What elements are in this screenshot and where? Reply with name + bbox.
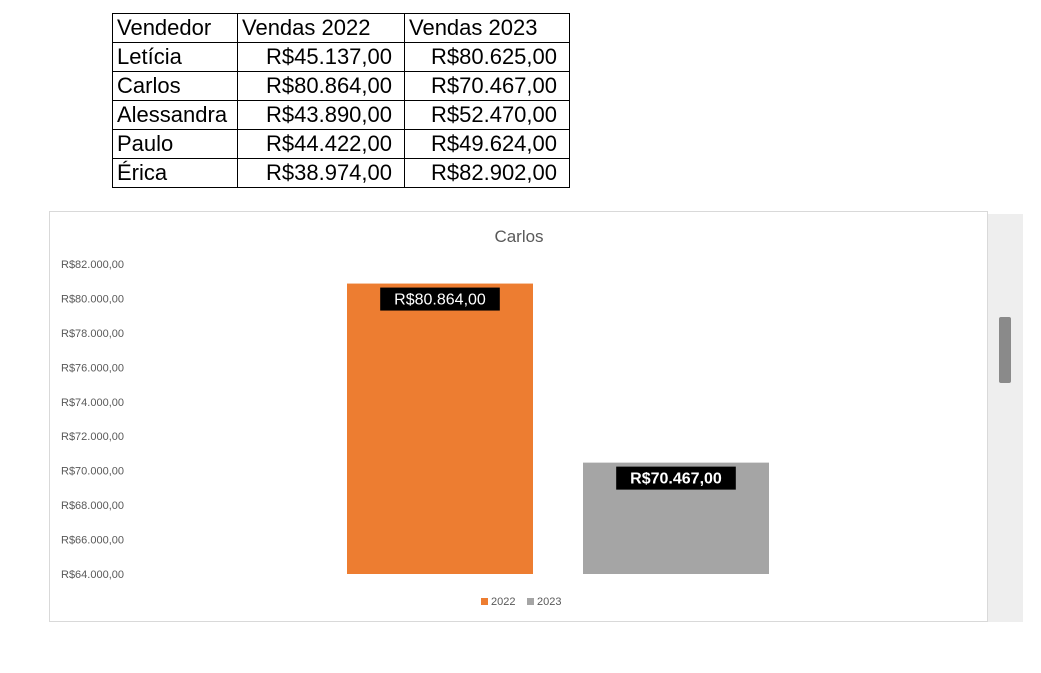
cell-vendas-2022[interactable]: R$80.864,00: [237, 71, 405, 101]
legend-swatch: [527, 598, 534, 605]
table-row: Alessandra R$43.890,00 R$52.470,00: [112, 100, 570, 130]
table-header-row: Vendedor Vendas 2022 Vendas 2023: [112, 13, 570, 43]
y-tick-label: R$82.000,00: [61, 259, 124, 271]
data-label-box: [616, 466, 736, 490]
cell-vendas-2022[interactable]: R$45.137,00: [237, 42, 405, 72]
vertical-scrollbar[interactable]: [988, 214, 1023, 622]
cell-vendas-2023[interactable]: R$80.625,00: [404, 42, 570, 72]
chart-area[interactable]: Carlos R$82.000,00 R$80.000,00 R$78.000,00…: [49, 211, 988, 622]
y-tick-label: R$78.000,00: [61, 328, 124, 340]
header-vendas-2022[interactable]: Vendas 2022: [237, 13, 405, 43]
y-tick-label: R$70.000,00: [61, 466, 124, 478]
table-row: Carlos R$80.864,00 R$70.467,00: [112, 71, 570, 101]
cell-vendedor[interactable]: Alessandra: [112, 100, 238, 130]
bars-group: [347, 283, 769, 574]
cell-vendas-2023[interactable]: R$52.470,00: [404, 100, 570, 130]
data-label: R$80.864,00: [394, 292, 486, 309]
cell-vendas-2022[interactable]: R$43.890,00: [237, 100, 405, 130]
legend-entry[interactable]: 2022: [491, 596, 515, 608]
cell-vendas-2023[interactable]: R$82.902,00: [404, 158, 570, 188]
cell-vendas-2022[interactable]: R$38.974,00: [237, 158, 405, 188]
bar-2022[interactable]: [347, 283, 533, 574]
chart-title[interactable]: Carlos: [494, 227, 543, 246]
data-label-box: [380, 287, 500, 311]
scrollbar-thumb[interactable]: [999, 317, 1011, 383]
legend-entry[interactable]: 2023: [537, 596, 561, 608]
y-tick-label: R$72.000,00: [61, 431, 124, 443]
table-row: Érica R$38.974,00 R$82.902,00: [112, 158, 570, 188]
y-tick-label: R$66.000,00: [61, 535, 124, 547]
y-tick-label: R$68.000,00: [61, 500, 124, 512]
cell-vendas-2023[interactable]: R$70.467,00: [404, 71, 570, 101]
cell-vendas-2023[interactable]: R$49.624,00: [404, 129, 570, 159]
table-row: Letícia R$45.137,00 R$80.625,00: [112, 42, 570, 72]
cell-vendas-2022[interactable]: R$44.422,00: [237, 129, 405, 159]
cell-vendedor[interactable]: Paulo: [112, 129, 238, 159]
y-axis[interactable]: R$82.000,00 R$80.000,00 R$78.000,00 R$76.00…: [61, 259, 124, 581]
data-label: R$70.467,00: [630, 471, 722, 488]
cell-vendedor[interactable]: Letícia: [112, 42, 238, 72]
y-tick-label: R$74.000,00: [61, 397, 124, 409]
header-vendas-2023[interactable]: Vendas 2023: [404, 13, 570, 43]
data-labels-group: R$80.864,00 R$70.467,00: [380, 287, 736, 490]
cell-vendedor[interactable]: Érica: [112, 158, 238, 188]
legend-swatch: [481, 598, 488, 605]
y-tick-label: R$76.000,00: [61, 362, 124, 374]
y-tick-label: R$80.000,00: [61, 293, 124, 305]
table-row: Paulo R$44.422,00 R$49.624,00: [112, 129, 570, 159]
legend[interactable]: 2022 2023: [481, 596, 561, 608]
cell-vendedor[interactable]: Carlos: [112, 71, 238, 101]
header-vendedor[interactable]: Vendedor: [112, 13, 238, 43]
y-tick-label: R$64.000,00: [61, 569, 124, 581]
bar-chart[interactable]: Carlos R$82.000,00 R$80.000,00 R$78.000,00…: [50, 212, 987, 621]
sales-table: Vendedor Vendas 2022 Vendas 2023 Letícia…: [112, 13, 570, 188]
